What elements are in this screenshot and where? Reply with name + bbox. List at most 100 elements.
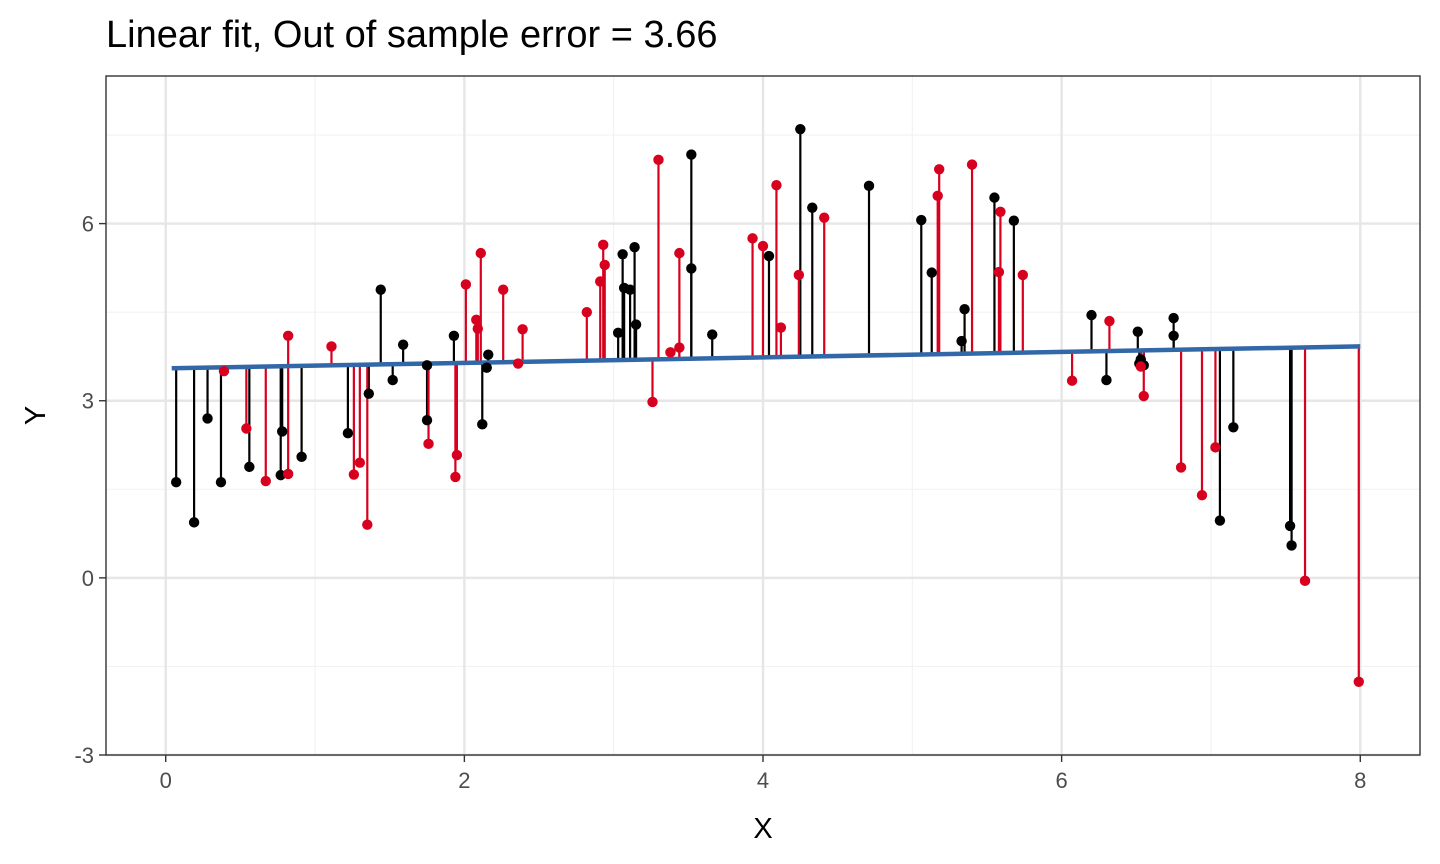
test-data-point — [362, 519, 373, 530]
train-data-point — [170, 477, 182, 488]
y-tick-label: 6 — [82, 212, 94, 237]
test-data-point — [497, 284, 509, 295]
train-data-point — [612, 327, 624, 339]
train-data-point — [1286, 540, 1297, 551]
test-data-point — [599, 259, 610, 271]
train-data-point — [477, 419, 488, 430]
train-data-point — [630, 319, 642, 330]
test-data-point — [674, 342, 685, 353]
train-data-point — [1168, 312, 1179, 324]
test-data-point — [653, 154, 664, 166]
test-data-point — [647, 396, 658, 408]
test-data-point — [995, 206, 1006, 217]
train-data-point — [763, 250, 775, 262]
y-tick-label: 3 — [82, 389, 94, 414]
train-data-point — [916, 214, 927, 226]
train-data-point — [397, 339, 409, 350]
train-data-point — [296, 451, 307, 463]
train-data-point — [1086, 309, 1097, 321]
x-tick-label: 4 — [757, 768, 769, 793]
test-data-point — [775, 322, 787, 333]
train-data-point — [863, 180, 875, 192]
test-data-point — [348, 469, 360, 480]
train-data-point — [989, 192, 1000, 203]
train-data-point — [188, 517, 200, 528]
train-data-point — [276, 426, 288, 437]
test-data-point — [747, 233, 758, 244]
train-data-point — [342, 428, 354, 439]
train-data-point — [956, 335, 967, 347]
test-data-point — [581, 306, 593, 318]
test-data-point — [260, 475, 271, 487]
train-data-point — [795, 123, 806, 135]
test-data-point — [460, 279, 472, 290]
test-data-point — [932, 190, 943, 202]
x-tick-label: 2 — [458, 768, 470, 793]
test-data-point — [1138, 390, 1149, 402]
train-data-point — [244, 461, 255, 473]
test-data-point — [595, 276, 606, 287]
y-tick-label: 0 — [82, 566, 94, 591]
train-data-point — [686, 149, 697, 160]
train-data-point — [617, 249, 628, 260]
test-data-point — [1104, 315, 1115, 327]
x-axis-title: X — [753, 813, 772, 845]
train-data-point — [215, 477, 227, 488]
train-data-point — [1168, 330, 1179, 341]
test-data-point — [450, 471, 461, 483]
x-tick-label: 6 — [1056, 768, 1068, 793]
test-data-point — [282, 330, 294, 341]
x-tick-label: 8 — [1354, 768, 1366, 793]
test-data-point — [423, 438, 434, 450]
test-data-point — [1017, 269, 1029, 281]
test-data-point — [966, 159, 978, 170]
test-data-point — [241, 423, 252, 434]
test-data-point — [512, 358, 524, 369]
test-data-point — [771, 180, 782, 191]
test-data-point — [1210, 442, 1221, 453]
test-data-point — [517, 324, 528, 335]
train-data-point — [1008, 215, 1020, 226]
test-data-point — [1353, 676, 1364, 687]
test-data-point — [472, 323, 484, 334]
test-data-point — [819, 212, 830, 223]
test-data-point — [282, 468, 294, 480]
test-data-point — [471, 314, 482, 326]
chart-title: Linear fit, Out of sample error = 3.66 — [106, 14, 718, 56]
test-data-point — [1299, 575, 1311, 587]
test-data-point — [598, 239, 609, 251]
linear-fit-line — [171, 344, 1361, 371]
train-data-point — [1214, 515, 1226, 526]
y-tick-label: -3 — [74, 743, 94, 768]
train-data-point — [807, 202, 818, 213]
test-data-point — [451, 449, 463, 461]
test-data-point — [665, 347, 676, 358]
test-data-point — [1196, 490, 1208, 501]
train-data-point — [1132, 326, 1143, 337]
train-data-point — [375, 284, 386, 295]
test-data-point — [793, 269, 805, 281]
test-data-point — [993, 266, 1005, 278]
train-data-point — [421, 360, 433, 371]
x-tick-label: 0 — [160, 768, 172, 793]
train-data-point — [959, 304, 970, 315]
test-data-point — [475, 247, 486, 259]
test-data-point — [1175, 462, 1187, 473]
test-data-point — [326, 341, 337, 352]
train-data-point — [483, 349, 494, 360]
test-data-point — [674, 247, 685, 259]
train-data-point — [387, 374, 398, 386]
train-data-point — [448, 330, 460, 341]
test-data-point — [1135, 361, 1146, 372]
test-data-point — [933, 164, 945, 175]
train-data-point — [629, 242, 640, 253]
train-data-point — [686, 263, 697, 274]
train-data-point — [707, 329, 718, 340]
train-data-point — [481, 362, 492, 373]
train-data-point — [1101, 374, 1112, 386]
y-axis-title: Y — [20, 406, 52, 425]
test-data-point — [1066, 375, 1078, 386]
test-data-point — [757, 240, 769, 252]
